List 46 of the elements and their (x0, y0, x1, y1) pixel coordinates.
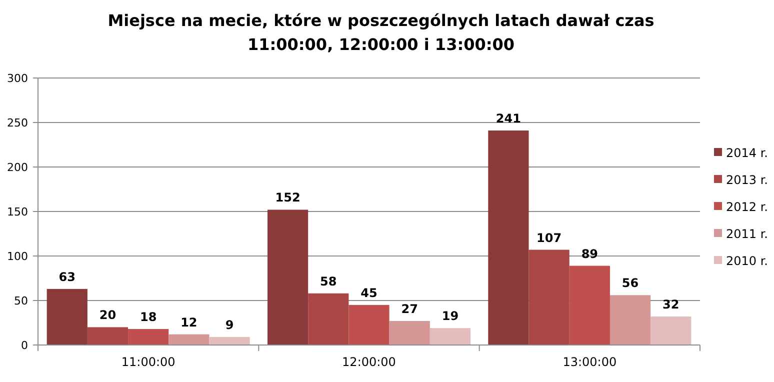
y-tick-label: 100 (7, 250, 28, 263)
data-label: 27 (401, 302, 418, 316)
bar (389, 320, 430, 345)
data-label: 89 (581, 246, 598, 261)
y-tick-label: 300 (7, 72, 28, 85)
data-label: 19 (442, 309, 459, 324)
bar (87, 327, 128, 345)
bar (488, 130, 529, 345)
data-label: 56 (622, 276, 639, 290)
legend-label: 2011 r. (726, 227, 768, 241)
bar (610, 295, 651, 345)
bar (46, 288, 88, 345)
bar (348, 304, 390, 345)
data-label: 107 (536, 230, 562, 245)
data-label: 58 (320, 274, 337, 288)
legend-label: 2010 r. (726, 254, 768, 268)
legend-label: 2014 r. (726, 146, 768, 160)
data-label: 32 (662, 298, 680, 312)
data-label: 63 (58, 270, 76, 284)
bar (168, 334, 210, 345)
bar (430, 328, 471, 345)
bar (267, 210, 308, 345)
x-tick-label: 11:00:00 (121, 355, 176, 369)
y-tick-label: 50 (14, 294, 28, 308)
y-tick-label: 200 (7, 161, 28, 174)
bar (308, 293, 349, 345)
data-label: 45 (360, 286, 378, 300)
x-tick-label: 12:00:00 (342, 355, 396, 369)
bar (128, 328, 169, 345)
data-label: 20 (99, 308, 116, 322)
y-tick-label: 150 (7, 206, 28, 218)
bar (650, 316, 692, 345)
x-tick-label: 13:00:00 (562, 355, 617, 369)
data-label: 241 (496, 112, 521, 126)
bar (209, 336, 250, 345)
chart-title: Miejsce na mecie, które w poszczególnych latach dawał czas 11:00:00, 12:00:00 i 13:00:00 (108, 11, 654, 54)
data-label: 18 (140, 310, 157, 324)
legend-label: 2012 r. (726, 200, 768, 214)
data-label: 12 (180, 315, 198, 330)
y-tick-label: 250 (7, 116, 28, 130)
data-label: 9 (225, 318, 234, 332)
bar (528, 250, 570, 345)
bar (569, 266, 610, 345)
legend-label: 2013 r. (726, 173, 768, 187)
data-label: 152 (275, 190, 300, 205)
y-tick-label: 0 (21, 339, 28, 352)
